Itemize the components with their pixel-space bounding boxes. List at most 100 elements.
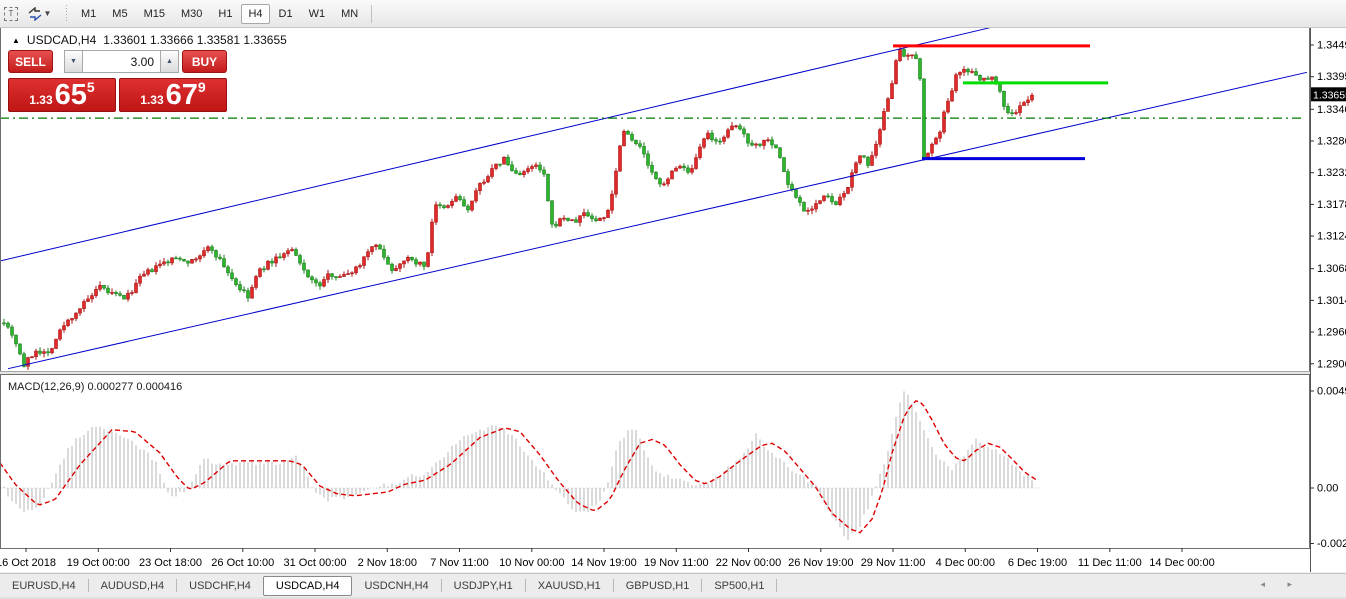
sell-price-sup: 5 bbox=[86, 79, 95, 95]
timeframe-button-m15[interactable]: M15 bbox=[143, 7, 165, 20]
cursor-icon[interactable]: T bbox=[2, 5, 20, 23]
macd-axis: 0.004995 0.00 -0.00286 bbox=[1310, 386, 1346, 550]
arrange-arrows-icon[interactable]: ▼ bbox=[24, 5, 54, 23]
timeframe-button-mn[interactable]: MN bbox=[341, 7, 359, 20]
macd-pane bbox=[1, 391, 1040, 541]
svg-text:19 Nov 11:00: 19 Nov 11:00 bbox=[644, 557, 709, 569]
sell-button[interactable]: SELL bbox=[8, 50, 53, 73]
tab-usdcnh[interactable]: USDCNH,H4 bbox=[364, 579, 429, 592]
expand-triangle-icon[interactable]: ▲ bbox=[12, 35, 20, 45]
timeframe-button-h1[interactable]: H1 bbox=[218, 7, 233, 20]
symbol-label: USDCAD,H4 bbox=[26, 33, 97, 47]
symbol-tabs: EURUSD,H4 AUDUSD,H4 USDCHF,H4 USDCAD,H4 USDC… bbox=[0, 575, 778, 596]
symbol-tabbar: EURUSD,H4 AUDUSD,H4 USDCHF,H4 USDCAD,H4 USDC… bbox=[0, 573, 1346, 597]
volume-input[interactable] bbox=[83, 50, 160, 73]
timeframe-button-d1[interactable]: D1 bbox=[278, 7, 293, 20]
tab-scroll-arrows[interactable]: ◂ ▸ bbox=[1260, 579, 1302, 589]
window-bottom-edge bbox=[0, 596, 1346, 599]
buy-price-box[interactable]: 1.33 67 9 bbox=[119, 78, 227, 112]
svg-text:1.32860: 1.32860 bbox=[1317, 136, 1346, 148]
channel-upper-line bbox=[1, 28, 991, 262]
svg-text:1.30145: 1.30145 bbox=[1317, 295, 1346, 307]
svg-text:1.29065: 1.29065 bbox=[1317, 358, 1346, 370]
candlestick-series bbox=[2, 46, 1034, 370]
svg-text:6 Dec 19:00: 6 Dec 19:00 bbox=[1008, 557, 1067, 569]
svg-text:11 Dec 11:00: 11 Dec 11:00 bbox=[1078, 557, 1142, 569]
tab-xauusd[interactable]: XAUUSD,H1 bbox=[537, 579, 601, 592]
channel-lower-line bbox=[7, 71, 1308, 370]
svg-text:1.30685: 1.30685 bbox=[1317, 263, 1346, 275]
tab-gbpusd[interactable]: GBPUSD,H1 bbox=[625, 579, 690, 592]
svg-text:22 Nov 00:00: 22 Nov 00:00 bbox=[716, 557, 781, 569]
svg-text:14 Nov 19:00: 14 Nov 19:00 bbox=[571, 557, 636, 569]
toolbar: T ▼ M1 M5 M15 M30 H1 H4 D1 W1 MN bbox=[0, 0, 1346, 28]
tab-separator bbox=[612, 579, 614, 592]
svg-text:1.33400: 1.33400 bbox=[1317, 104, 1346, 116]
toolbar-separator bbox=[371, 4, 373, 23]
timeframe-button-m30[interactable]: M30 bbox=[180, 7, 203, 20]
svg-text:10 Nov 00:00: 10 Nov 00:00 bbox=[499, 557, 564, 569]
macd-label: MACD(12,26,9) 0.000277 0.000416 bbox=[8, 381, 182, 393]
timeframe-button-w1[interactable]: W1 bbox=[308, 7, 326, 20]
dropdown-caret-icon: ▼ bbox=[43, 9, 52, 18]
macd-signal-line bbox=[1, 400, 1037, 534]
volume-decrease-button[interactable]: ▼ bbox=[64, 50, 83, 73]
tab-separator bbox=[176, 579, 178, 592]
svg-text:1.34495: 1.34495 bbox=[1317, 40, 1346, 52]
tab-separator bbox=[701, 579, 703, 592]
svg-text:0.00: 0.00 bbox=[1317, 483, 1338, 495]
svg-text:0.004995: 0.004995 bbox=[1317, 386, 1346, 398]
svg-text:26 Oct 10:00: 26 Oct 10:00 bbox=[211, 557, 274, 569]
symbol-header: ▲ USDCAD,H4 1.33601 1.33666 1.33581 1.33… bbox=[12, 33, 287, 47]
svg-text:14 Dec 00:00: 14 Dec 00:00 bbox=[1149, 557, 1214, 569]
buy-button[interactable]: BUY bbox=[182, 50, 227, 73]
toolbar-gripper[interactable] bbox=[64, 4, 69, 23]
ohlc-values: 1.33601 1.33666 1.33581 1.33655 bbox=[103, 33, 287, 47]
svg-text:-0.00286: -0.00286 bbox=[1317, 538, 1346, 550]
svg-text:29 Nov 11:00: 29 Nov 11:00 bbox=[861, 557, 926, 569]
tab-eurusd[interactable]: EURUSD,H4 bbox=[12, 579, 76, 592]
svg-text:2 Nov 18:00: 2 Nov 18:00 bbox=[358, 557, 417, 569]
timeframe-button-m1[interactable]: M1 bbox=[81, 7, 97, 20]
svg-text:16 Oct 2018: 16 Oct 2018 bbox=[0, 557, 56, 569]
tab-usdjpy[interactable]: USDJPY,H1 bbox=[453, 579, 513, 592]
tab-usdchf[interactable]: USDCHF,H4 bbox=[189, 579, 251, 592]
tab-sp500[interactable]: SP500,H1 bbox=[714, 579, 765, 592]
sell-price-box[interactable]: 1.33 65 5 bbox=[8, 78, 116, 112]
buy-price-big: 67 bbox=[165, 79, 198, 111]
svg-text:26 Nov 19:00: 26 Nov 19:00 bbox=[788, 557, 853, 569]
current-price-badge: 1.33655 bbox=[1311, 87, 1346, 102]
svg-text:1.31240: 1.31240 bbox=[1317, 231, 1346, 243]
timeframe-buttons: M1 M5 M15 M30 H1 H4 D1 W1 MN bbox=[73, 3, 366, 24]
volume-increase-button[interactable]: ▲ bbox=[160, 50, 179, 73]
svg-text:1.33655: 1.33655 bbox=[1313, 89, 1346, 101]
timeframe-button-m5[interactable]: M5 bbox=[112, 7, 128, 20]
buy-price-sup: 9 bbox=[197, 79, 206, 95]
tab-separator bbox=[87, 579, 89, 592]
trade-panel: SELL ▼ ▲ BUY 1.33 65 5 1.33 67 9 bbox=[8, 50, 227, 112]
cursor-glyph: T bbox=[4, 6, 18, 21]
tab-audusd[interactable]: AUDUSD,H4 bbox=[100, 579, 165, 592]
svg-text:19 Oct 00:00: 19 Oct 00:00 bbox=[67, 557, 130, 569]
arrows-glyph bbox=[28, 6, 41, 21]
svg-text:23 Oct 18:00: 23 Oct 18:00 bbox=[139, 557, 202, 569]
tab-usdcad[interactable]: USDCAD,H4 bbox=[262, 575, 353, 596]
tab-separator bbox=[440, 579, 442, 592]
svg-text:1.32320: 1.32320 bbox=[1317, 167, 1346, 179]
sell-price-big: 65 bbox=[54, 79, 87, 111]
svg-text:7 Nov 11:00: 7 Nov 11:00 bbox=[430, 557, 489, 569]
svg-text:1.31780: 1.31780 bbox=[1317, 199, 1346, 211]
svg-text:4 Dec 00:00: 4 Dec 00:00 bbox=[936, 557, 995, 569]
time-axis: 16 Oct 2018 19 Oct 00:00 23 Oct 18:00 26 Oc… bbox=[0, 548, 1215, 569]
svg-text:1.29605: 1.29605 bbox=[1317, 327, 1346, 339]
timeframe-button-h4[interactable]: H4 bbox=[241, 3, 270, 24]
tab-separator bbox=[524, 579, 526, 592]
svg-text:31 Oct 00:00: 31 Oct 00:00 bbox=[284, 557, 347, 569]
sell-price-small: 1.33 bbox=[29, 93, 53, 107]
tab-separator bbox=[776, 579, 778, 592]
price-axis: 1.34495 1.33955 1.33400 1.32860 1.32320 1.317… bbox=[1310, 40, 1346, 370]
overlay-lines bbox=[1, 28, 1308, 370]
buy-price-small: 1.33 bbox=[140, 93, 164, 107]
